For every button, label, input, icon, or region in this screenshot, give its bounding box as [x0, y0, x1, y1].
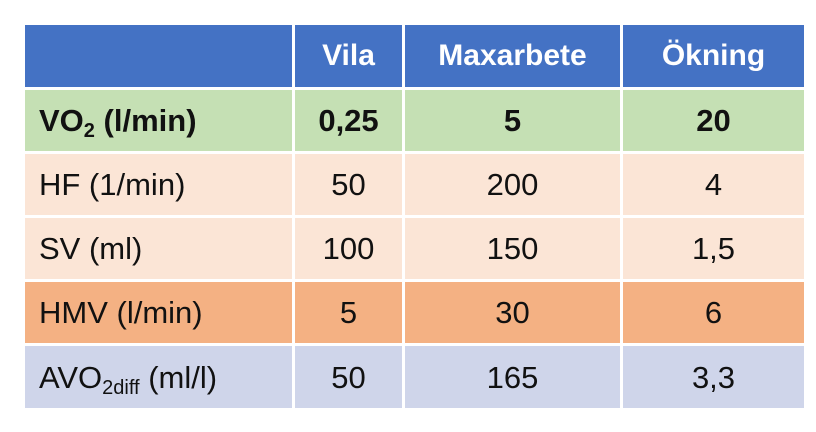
header-vila: Vila: [292, 22, 405, 90]
cell-maxarbete: 5: [402, 87, 623, 154]
table-row-vo2: VO2 (l/min) 0,25 5 20: [22, 87, 807, 154]
table-row-hf: HF (1/min) 50 200 4: [22, 151, 807, 218]
cell-vila: 100: [292, 215, 405, 282]
header-row: Vila Maxarbete Ökning: [22, 22, 807, 90]
physiology-table: Vila Maxarbete Ökning VO2 (l/min) 0,25 5…: [22, 22, 807, 411]
cell-vila: 50: [292, 343, 405, 411]
cell-okning: 1,5: [620, 215, 807, 282]
label-rest: (ml/l): [139, 359, 218, 395]
label-subscript: 2diff: [102, 376, 140, 399]
row-label-hf: HF (1/min): [22, 151, 295, 218]
cell-maxarbete: 165: [402, 343, 623, 411]
cell-okning: 4: [620, 151, 807, 218]
table-row-hmv: HMV (l/min) 5 30 6: [22, 279, 807, 346]
label-main: VO: [39, 103, 84, 138]
table-row-sv: SV (ml) 100 150 1,5: [22, 215, 807, 282]
row-label-sv: SV (ml): [22, 215, 295, 282]
cell-maxarbete: 30: [402, 279, 623, 346]
cell-vila: 0,25: [292, 87, 405, 154]
cell-maxarbete: 150: [402, 215, 623, 282]
label-rest: (l/min): [94, 103, 197, 138]
cell-vila: 5: [292, 279, 405, 346]
cell-okning: 6: [620, 279, 807, 346]
cell-vila: 50: [292, 151, 405, 218]
header-empty-cell: [22, 22, 295, 90]
label-subscript: 2: [83, 120, 95, 142]
header-maxarbete: Maxarbete: [402, 22, 623, 90]
table-row-avo2diff: AVO2diff (ml/l) 50 165 3,3: [22, 343, 807, 411]
row-label-avo2diff: AVO2diff (ml/l): [22, 343, 295, 411]
row-label-vo2: VO2 (l/min): [22, 87, 295, 154]
label-main: AVO: [39, 359, 103, 395]
row-label-hmv: HMV (l/min): [22, 279, 295, 346]
cell-maxarbete: 200: [402, 151, 623, 218]
cell-okning: 20: [620, 87, 807, 154]
cell-okning: 3,3: [620, 343, 807, 411]
header-okning: Ökning: [620, 22, 807, 90]
